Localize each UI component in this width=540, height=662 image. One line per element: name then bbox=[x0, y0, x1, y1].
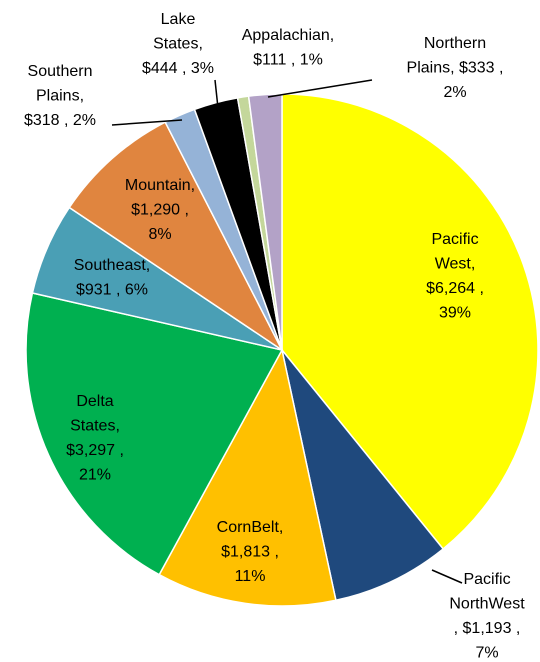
slice-label: Lake bbox=[161, 11, 196, 28]
slice-label: States, bbox=[153, 36, 203, 53]
slice-label: Delta bbox=[76, 393, 113, 410]
slice-label: Northern bbox=[424, 35, 486, 52]
pie-slice bbox=[25, 292, 284, 576]
slice-label: Plains, bbox=[36, 88, 84, 105]
slice-label: Mountain, bbox=[125, 177, 195, 194]
slice-label: 8% bbox=[148, 226, 171, 243]
slice-label: Pacific bbox=[463, 571, 510, 588]
leader-line bbox=[267, 79, 373, 98]
slice-label: $1,813 , bbox=[221, 544, 279, 561]
slice-label: $6,264 , bbox=[426, 280, 484, 297]
slice-label: NorthWest bbox=[449, 596, 525, 613]
slice-label: 39% bbox=[439, 305, 471, 322]
slice-label: Appalachian, bbox=[242, 27, 335, 44]
slice-label: West, bbox=[435, 256, 476, 273]
slice-label: 7% bbox=[475, 645, 498, 662]
slice-label: $1,290 , bbox=[131, 202, 189, 219]
pie-slice bbox=[68, 121, 284, 353]
slice-label: $931 , 6% bbox=[76, 282, 148, 299]
slice-label: 2% bbox=[443, 84, 466, 101]
pie-slice bbox=[158, 347, 337, 607]
slice-label: Southeast, bbox=[74, 257, 151, 274]
slice-label: $3,297 , bbox=[66, 442, 124, 459]
slice-label: , $1,193 , bbox=[454, 620, 521, 637]
slice-label: Plains, $333 , bbox=[407, 60, 504, 77]
pie-slice bbox=[281, 349, 445, 602]
slice-label: 11% bbox=[235, 568, 266, 585]
leader-line bbox=[431, 569, 463, 584]
slice-label: Pacific bbox=[431, 231, 478, 248]
pie-slice bbox=[281, 93, 539, 550]
slice-label: CornBelt, bbox=[217, 519, 284, 536]
slice-label: 21% bbox=[79, 467, 111, 484]
slice-label: $318 , 2% bbox=[24, 112, 96, 129]
slice-label: $444 , 3% bbox=[142, 60, 214, 77]
slice-label: $111 , 1% bbox=[253, 52, 323, 69]
leader-line bbox=[111, 119, 183, 126]
slice-label: Southern bbox=[28, 63, 93, 80]
leader-line bbox=[214, 79, 219, 109]
slice-label: States, bbox=[70, 418, 120, 435]
